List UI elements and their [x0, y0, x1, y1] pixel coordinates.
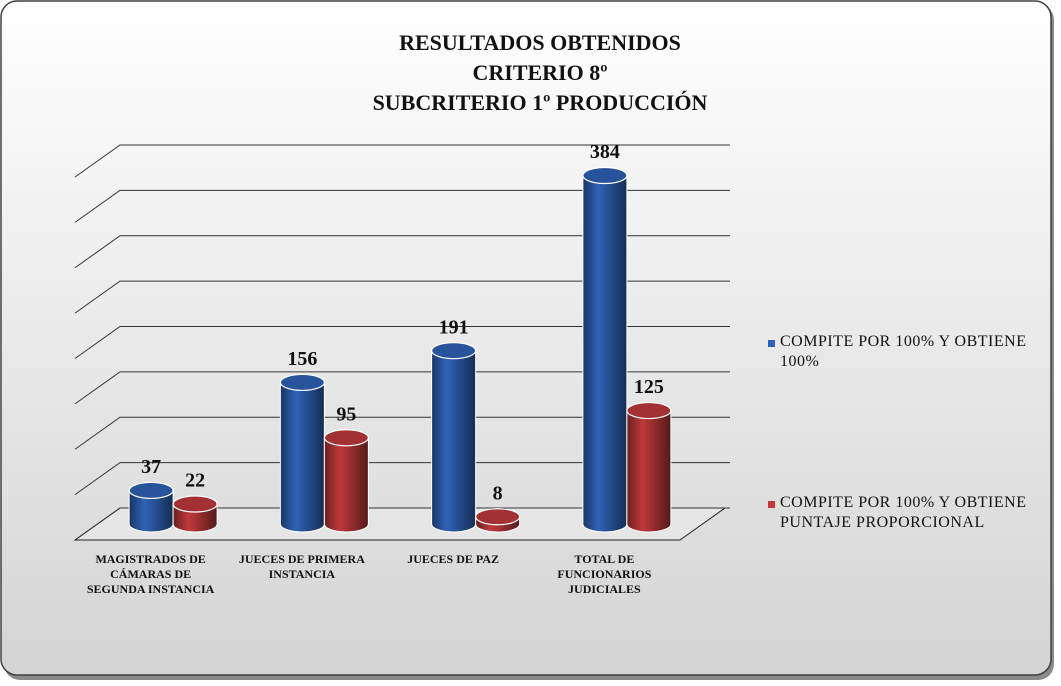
x-tick-label-box: MAGISTRADOS DE CÁMARAS DE SEGUNDA INSTAN… — [86, 552, 215, 596]
legend-label: COMPITE POR 100% Y OBTIENE PUNTAJE PROPO… — [780, 494, 1027, 531]
legend-label-box: COMPITE POR 100% Y OBTIENE 100% — [780, 333, 1027, 370]
bar-body — [323, 437, 369, 533]
grid-line — [74, 371, 730, 405]
data-label: 22 — [185, 470, 205, 492]
data-label: 125 — [634, 376, 664, 398]
bar-top — [279, 373, 325, 392]
bar-top — [626, 401, 672, 420]
bar-body — [626, 410, 672, 533]
chart-title: SUBCRITERIO 1º PRODUCCIÓN — [373, 90, 708, 115]
grid-line — [74, 416, 730, 450]
grid-line — [74, 144, 730, 178]
chart-title: CRITERIO 8º — [472, 60, 607, 85]
legend-swatch — [768, 501, 775, 508]
chart-title: RESULTADOS OBTENIDOS — [399, 30, 681, 55]
bar-top — [323, 429, 369, 447]
legend-label: COMPITE POR 100% Y OBTIENE 100% — [780, 333, 1027, 370]
grid-line — [74, 189, 730, 223]
grid-line — [74, 326, 730, 359]
bar-body — [582, 175, 628, 533]
bar-top — [582, 166, 628, 185]
x-tick-label: MAGISTRADOS DE CÁMARAS DE SEGUNDA INSTAN… — [86, 552, 215, 596]
legend-swatch — [768, 340, 775, 347]
data-label: 37 — [141, 456, 161, 478]
grid-line — [74, 462, 730, 496]
bar-top — [128, 481, 174, 500]
legend-label-box: COMPITE POR 100% Y OBTIENE PUNTAJE PROPO… — [780, 494, 1027, 531]
data-label: 191 — [439, 316, 469, 338]
x-tick-label: JUECES DE PRIMERA INSTANCIA — [238, 552, 365, 581]
bar-top — [431, 342, 477, 360]
x-tick-label: TOTAL DE FUNCIONARIOS JUDICIALES — [557, 552, 652, 596]
data-label: 156 — [287, 348, 317, 370]
data-label: 95 — [336, 403, 356, 425]
x-tick-label-box: JUECES DE PRIMERA INSTANCIA — [238, 552, 365, 581]
x-tick-label-box: TOTAL DE FUNCIONARIOS JUDICIALES — [557, 552, 652, 596]
bar-top — [475, 508, 521, 526]
grid-line — [74, 235, 730, 269]
grid-line — [74, 280, 730, 314]
panel — [0, 0, 1052, 676]
x-tick-label: JUECES DE PAZ — [407, 552, 500, 566]
data-label: 8 — [493, 482, 503, 504]
bar-top — [172, 495, 218, 513]
grid-line — [74, 507, 730, 541]
data-label: 384 — [590, 141, 620, 163]
bar-body — [431, 350, 477, 533]
x-tick-label-box: JUECES DE PAZ — [407, 552, 500, 566]
bar-body — [279, 381, 325, 533]
